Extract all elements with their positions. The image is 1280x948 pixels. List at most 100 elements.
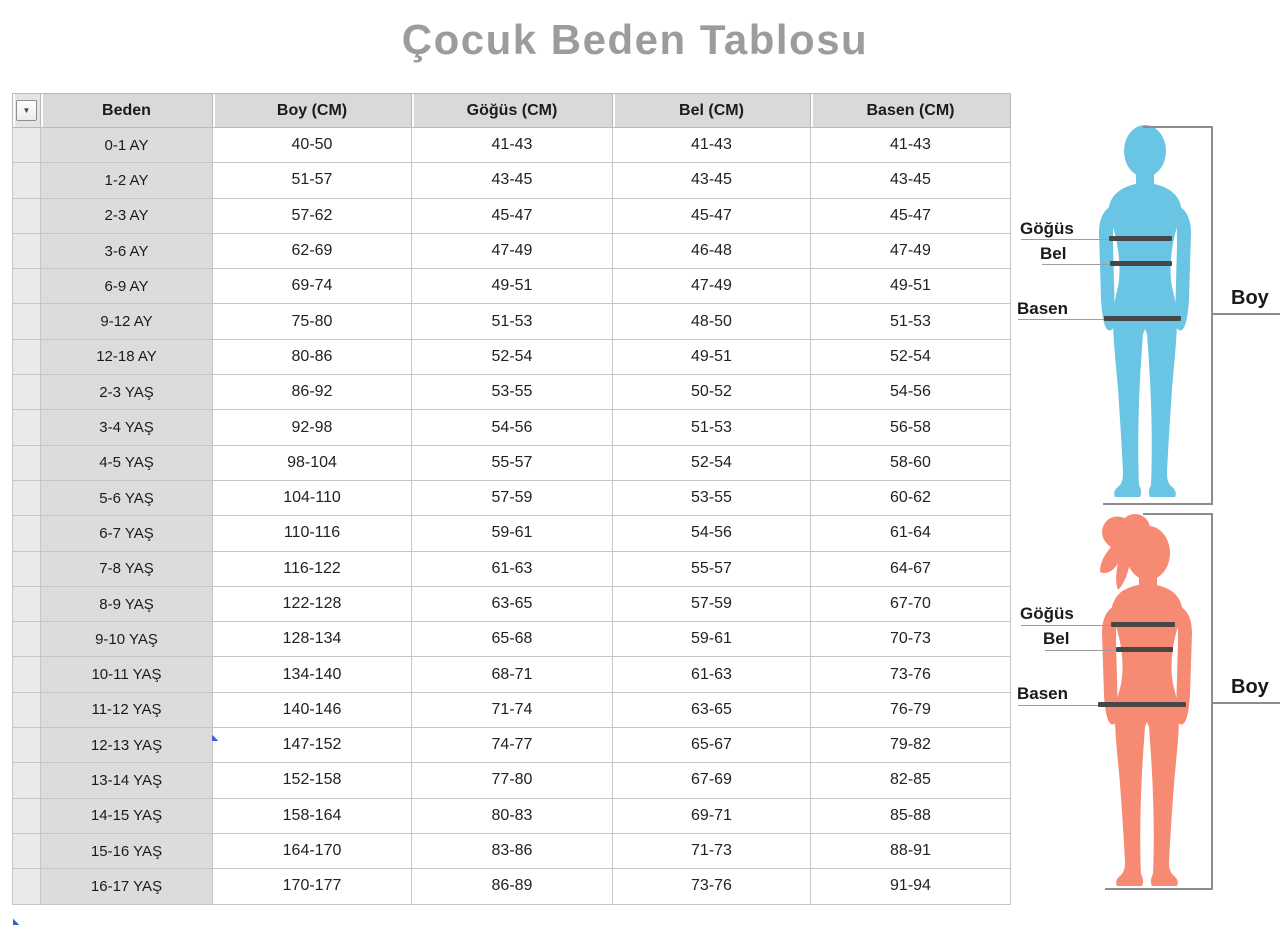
chest-value-cell: 63-65 <box>411 585 613 623</box>
chest-value-cell: 52-54 <box>411 338 613 376</box>
size-label-cell: 10-11 YAŞ <box>40 656 213 693</box>
row-select-cell <box>12 268 41 305</box>
waist-value-cell: 57-59 <box>612 585 811 623</box>
height-value-cell: 140-146 <box>212 691 412 729</box>
row-select-cell <box>12 126 41 164</box>
waist-value-cell: 49-51 <box>612 338 811 376</box>
hip-value-cell: 56-58 <box>810 409 1011 446</box>
hip-value-cell: 88-91 <box>810 832 1011 870</box>
size-label-cell: 2-3 AY <box>40 197 213 234</box>
chest-value-cell: 83-86 <box>411 832 613 870</box>
height-value-cell: 134-140 <box>212 656 412 693</box>
hip-value-cell: 41-43 <box>810 126 1011 164</box>
height-bracket-top-pink <box>1143 513 1212 515</box>
row-select-cell <box>12 162 41 199</box>
table-row: 0-1 AY 40-50 41-43 41-43 41-43 <box>12 126 1011 164</box>
row-select-cell <box>12 868 41 905</box>
height-value-cell: 51-57 <box>212 162 412 199</box>
row-select-cell <box>12 691 41 729</box>
waist-value-cell: 65-67 <box>612 727 811 764</box>
row-select-cell <box>12 444 41 481</box>
height-value-cell: 62-69 <box>212 232 412 270</box>
chest-label-blue: Göğüs <box>1020 219 1074 238</box>
size-label-cell: 7-8 YAŞ <box>40 550 213 587</box>
chest-value-cell: 43-45 <box>411 162 613 199</box>
chest-label-pink: Göğüs <box>1020 604 1074 623</box>
chest-callout-line-pink <box>1021 625 1113 626</box>
column-header-beden: Beden <box>40 93 213 128</box>
size-label-cell: 2-3 YAŞ <box>40 374 213 411</box>
hip-value-cell: 43-45 <box>810 162 1011 199</box>
hip-value-cell: 67-70 <box>810 585 1011 623</box>
waist-value-cell: 69-71 <box>612 797 811 834</box>
waist-value-cell: 41-43 <box>612 126 811 164</box>
table-row: 2-3 AY 57-62 45-47 45-47 45-47 <box>12 197 1011 234</box>
table-row: 6-9 AY 69-74 49-51 47-49 49-51 <box>12 268 1011 305</box>
waist-value-cell: 73-76 <box>612 868 811 905</box>
waist-value-cell: 61-63 <box>612 656 811 693</box>
height-bracket-top-blue <box>1143 126 1212 128</box>
size-label-cell: 16-17 YAŞ <box>40 868 213 905</box>
chest-value-cell: 59-61 <box>411 515 613 552</box>
chest-value-cell: 47-49 <box>411 232 613 270</box>
size-label-cell: 6-9 AY <box>40 268 213 305</box>
height-value-cell: 92-98 <box>212 409 412 446</box>
size-label-cell: 14-15 YAŞ <box>40 797 213 834</box>
cell-flag-marker <box>13 918 20 925</box>
height-value-cell: 164-170 <box>212 832 412 870</box>
hip-value-cell: 73-76 <box>810 656 1011 693</box>
table-row: 7-8 YAŞ 116-122 61-63 55-57 64-67 <box>12 550 1011 587</box>
column-header-gogus: Göğüs (CM) <box>411 93 613 128</box>
height-value-cell: 147-152 <box>212 727 412 764</box>
table-row: 13-14 YAŞ 152-158 77-80 67-69 82-85 <box>12 762 1011 799</box>
waist-value-cell: 52-54 <box>612 444 811 481</box>
height-value-cell: 40-50 <box>212 126 412 164</box>
height-value-cell: 86-92 <box>212 374 412 411</box>
hip-label-pink: Basen <box>1017 684 1069 703</box>
hip-measure-bar-blue <box>1104 316 1181 321</box>
table-row: 9-10 YAŞ 128-134 65-68 59-61 70-73 <box>12 621 1011 658</box>
height-value-cell: 104-110 <box>212 479 412 517</box>
hip-value-cell: 58-60 <box>810 444 1011 481</box>
hip-value-cell: 49-51 <box>810 268 1011 305</box>
height-value-cell: 110-116 <box>212 515 412 552</box>
filter-button[interactable]: ▼ <box>16 100 37 121</box>
row-select-cell <box>12 374 41 411</box>
size-label-cell: 13-14 YAŞ <box>40 762 213 799</box>
row-select-cell <box>12 303 41 340</box>
hip-value-cell: 51-53 <box>810 303 1011 340</box>
waist-value-cell: 47-49 <box>612 268 811 305</box>
waist-value-cell: 53-55 <box>612 479 811 517</box>
size-label-cell: 3-4 YAŞ <box>40 409 213 446</box>
waist-measure-bar-blue <box>1110 261 1172 266</box>
chest-value-cell: 80-83 <box>411 797 613 834</box>
chest-value-cell: 49-51 <box>411 268 613 305</box>
waist-value-cell: 63-65 <box>612 691 811 729</box>
height-value-cell: 80-86 <box>212 338 412 376</box>
row-select-cell <box>12 479 41 517</box>
height-value-cell: 152-158 <box>212 762 412 799</box>
hip-value-cell: 70-73 <box>810 621 1011 658</box>
column-header-bel: Bel (CM) <box>612 93 811 128</box>
table-row: 6-7 YAŞ 110-116 59-61 54-56 61-64 <box>12 515 1011 552</box>
height-callout-line-pink <box>1212 702 1280 704</box>
child-body-silhouette-blue <box>1099 125 1191 497</box>
chest-value-cell: 54-56 <box>411 409 613 446</box>
table-row: 12-13 YAŞ 147-152 74-77 65-67 79-82 <box>12 727 1011 764</box>
size-label-cell: 0-1 AY <box>40 126 213 164</box>
hip-value-cell: 76-79 <box>810 691 1011 729</box>
row-select-cell <box>12 727 41 764</box>
size-table-header: ▼ Beden Boy (CM) Göğüs (CM) Bel (CM) Bas… <box>12 93 1011 128</box>
chest-measure-bar-blue <box>1109 236 1172 241</box>
column-header-basen: Basen (CM) <box>810 93 1011 128</box>
waist-callout-line-pink <box>1045 650 1118 651</box>
table-row: 2-3 YAŞ 86-92 53-55 50-52 54-56 <box>12 374 1011 411</box>
row-select-cell <box>12 832 41 870</box>
size-label-cell: 6-7 YAŞ <box>40 515 213 552</box>
table-row: 16-17 YAŞ 170-177 86-89 73-76 91-94 <box>12 868 1011 905</box>
hip-value-cell: 85-88 <box>810 797 1011 834</box>
hip-measure-bar-pink <box>1098 702 1186 707</box>
table-row: 8-9 YAŞ 122-128 63-65 57-59 67-70 <box>12 585 1011 623</box>
table-row: 1-2 AY 51-57 43-45 43-45 43-45 <box>12 162 1011 199</box>
